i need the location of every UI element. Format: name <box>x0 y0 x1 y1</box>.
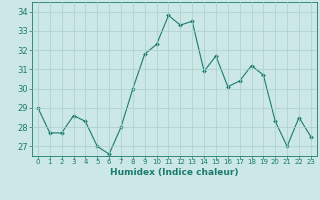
X-axis label: Humidex (Indice chaleur): Humidex (Indice chaleur) <box>110 168 239 177</box>
